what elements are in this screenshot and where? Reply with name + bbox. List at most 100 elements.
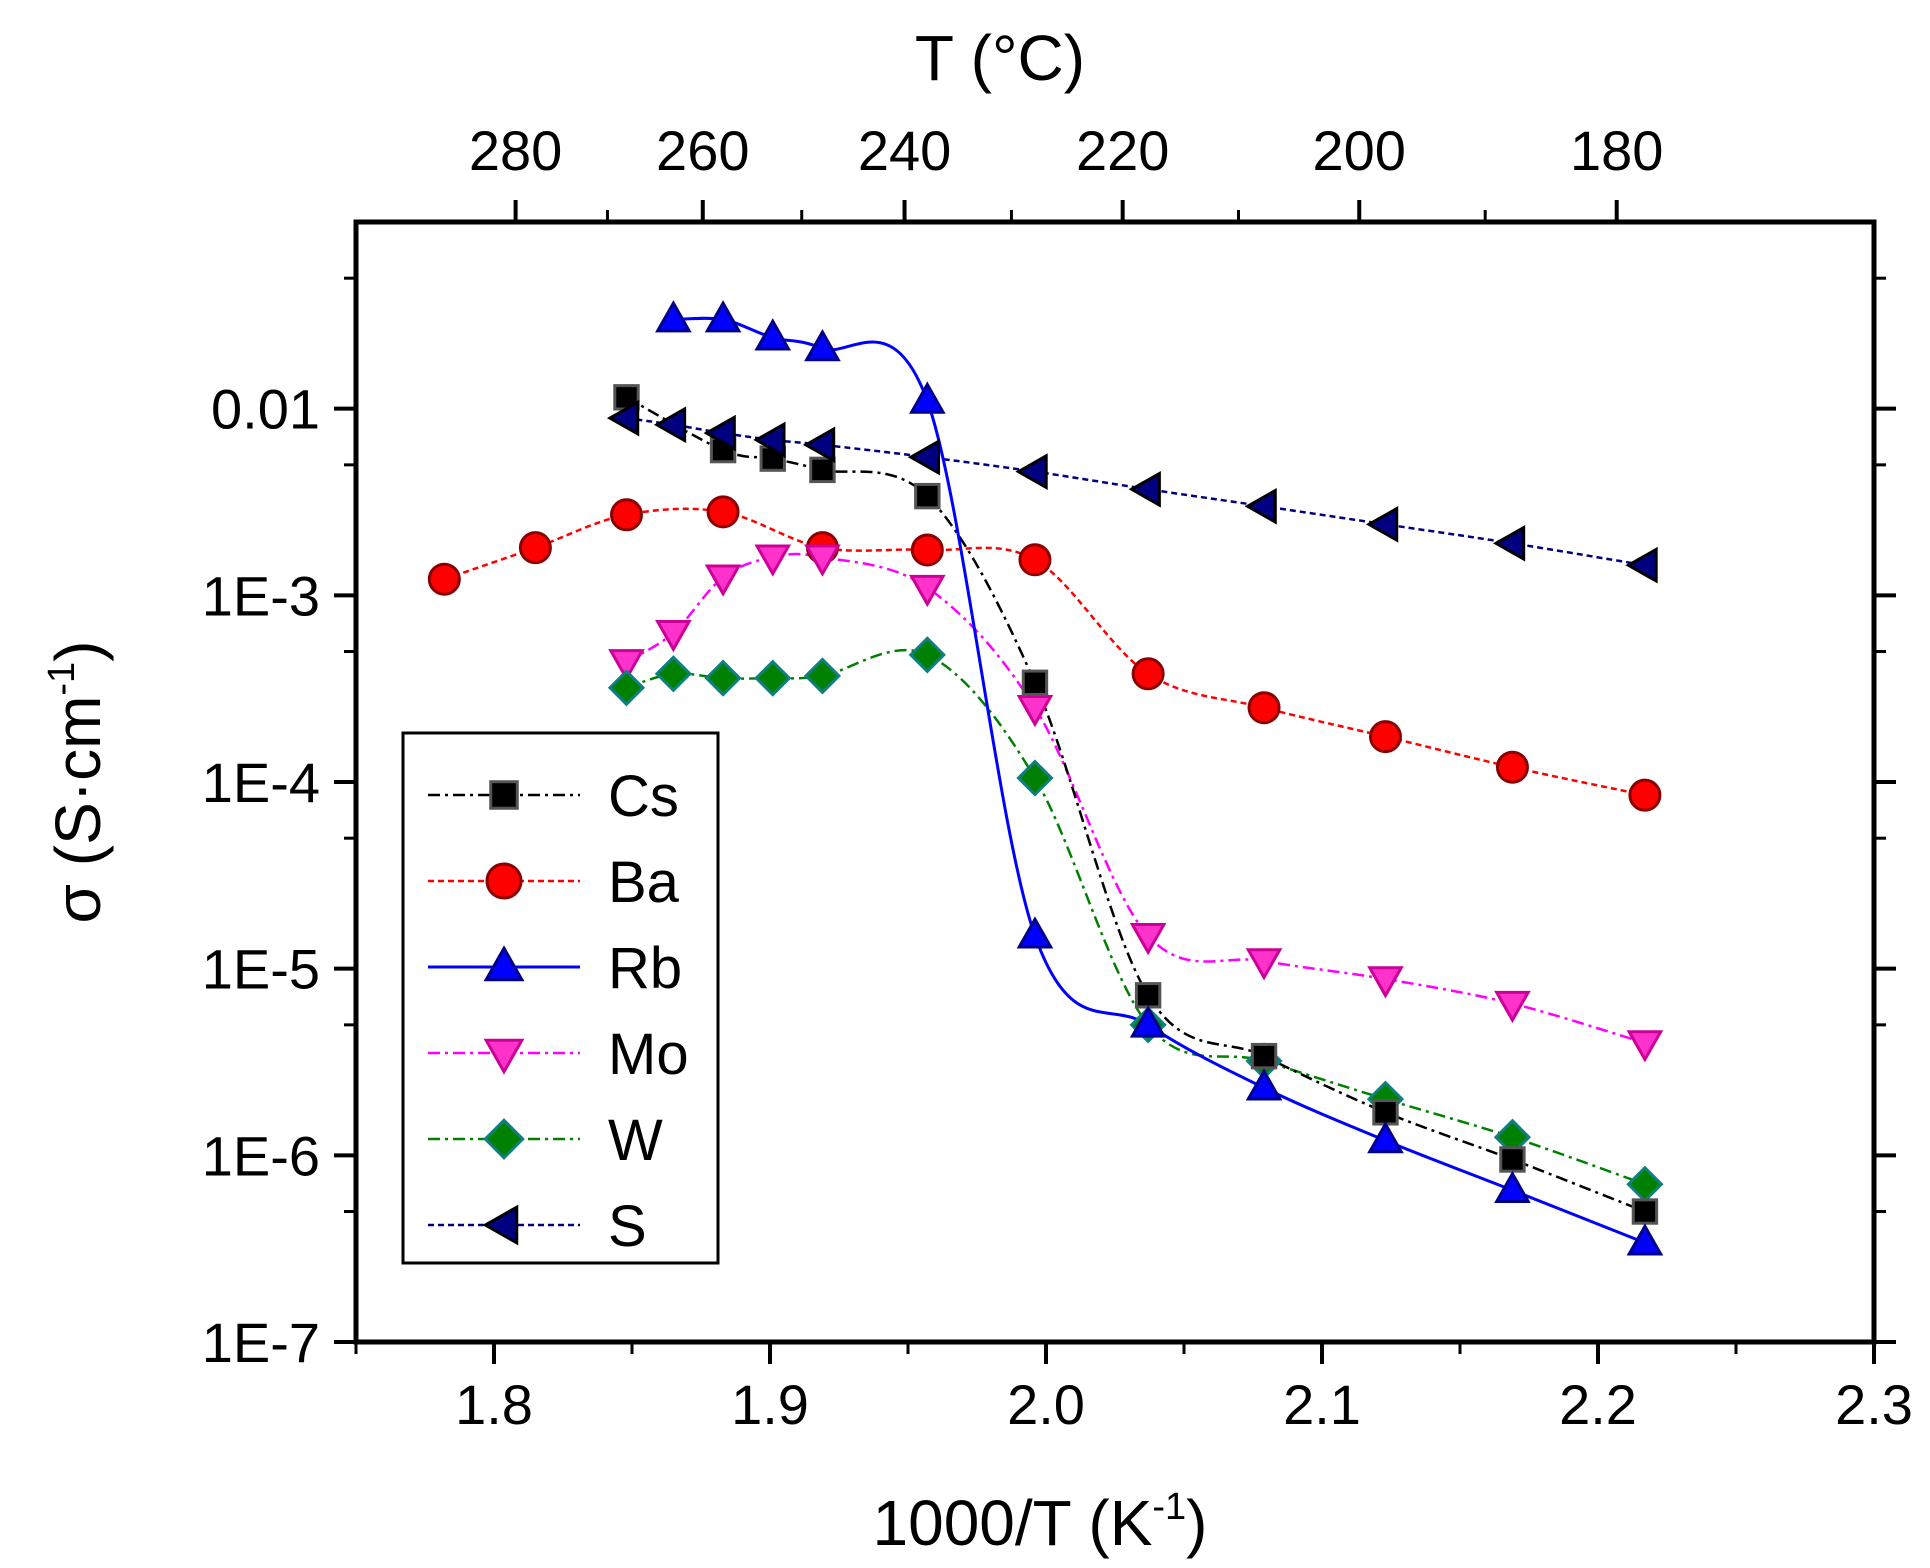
top-axis-title-text: T (°C)	[915, 22, 1085, 94]
x-tick-label: 2.2	[1559, 1373, 1637, 1436]
data-point-ba	[1368, 720, 1402, 754]
y-axis-title-sup: -1	[41, 662, 83, 696]
legend-label: Cs	[608, 764, 679, 829]
data-point-s	[653, 406, 687, 444]
data-point-rb	[1245, 1068, 1283, 1101]
data-point-cs	[1134, 982, 1162, 1009]
data-point-s	[802, 426, 836, 464]
legend-label: Rb	[608, 936, 682, 1001]
legend: Cs Ba Rb Mo WS	[401, 731, 720, 1265]
data-point-w	[908, 636, 946, 674]
data-point-cs	[809, 456, 836, 484]
data-point-w	[1016, 759, 1054, 797]
y-axis-title: σ (S·cm-1)	[41, 640, 114, 923]
legend-label: S	[608, 1194, 647, 1259]
data-point-mo	[1016, 694, 1054, 728]
top-axis-title: T (°C)	[915, 22, 1085, 94]
series-markers	[427, 300, 1664, 1256]
x-axis-title-end: )	[1186, 1487, 1207, 1559]
x-tick-label: 1.8	[455, 1373, 533, 1436]
y-tick-label: 1E-7	[202, 1311, 320, 1374]
top-tick-label: 280	[469, 119, 562, 182]
x-axis-title-main: 1000/T (K	[873, 1487, 1153, 1559]
data-point-rb	[1626, 1223, 1664, 1256]
legend-item-w: W	[428, 1108, 663, 1173]
data-point-cs	[1372, 1099, 1399, 1126]
x-axis-title-sup: -1	[1152, 1486, 1186, 1528]
data-point-s	[1015, 453, 1048, 490]
data-point-ba	[910, 533, 944, 567]
legend-label: Ba	[608, 850, 680, 915]
data-point-s	[1492, 524, 1526, 562]
data-point-s	[753, 421, 786, 459]
data-point-w	[607, 669, 646, 707]
y-axis-title-main: σ (S·cm	[42, 696, 114, 924]
data-point-s	[1128, 470, 1161, 508]
top-tick-label: 180	[1570, 119, 1663, 182]
data-point-ba	[518, 531, 552, 565]
legend-marker	[489, 780, 519, 810]
legend-marker	[483, 1038, 525, 1075]
y-tick-label: 1E-5	[202, 938, 320, 1001]
data-point-rb	[908, 381, 946, 414]
data-point-s	[606, 399, 640, 437]
data-point-cs	[914, 482, 941, 510]
data-point-rb	[1494, 1170, 1531, 1204]
legend-marker	[483, 945, 525, 982]
legend-label: W	[608, 1108, 663, 1173]
x-tick-label: 2.1	[1283, 1373, 1361, 1436]
data-point-cs	[1250, 1042, 1278, 1070]
legend-marker	[483, 1118, 525, 1160]
data-point-rb	[804, 328, 841, 362]
x-tick-label: 2.0	[1007, 1373, 1085, 1436]
legend-item-cs: Cs	[428, 764, 679, 829]
x-axis-title: 1000/T (K-1)	[873, 1486, 1208, 1559]
y-tick-label: 1E-3	[202, 564, 320, 627]
data-point-w	[803, 657, 842, 695]
data-point-ba	[1247, 691, 1281, 725]
data-point-mo	[1494, 990, 1531, 1024]
data-point-ba	[609, 498, 643, 532]
data-point-s	[907, 438, 941, 476]
data-point-w	[754, 659, 792, 697]
data-point-cs	[1021, 669, 1049, 696]
data-point-s	[1244, 487, 1277, 525]
data-point-ba	[706, 495, 740, 529]
data-point-mo	[1626, 1030, 1664, 1063]
data-point-w	[654, 655, 693, 693]
x-tick-label: 2.3	[1835, 1373, 1913, 1436]
top-tick-label: 200	[1313, 119, 1406, 182]
data-point-rb	[754, 318, 792, 351]
legend-label: Mo	[608, 1022, 689, 1087]
data-point-mo	[1245, 948, 1283, 981]
data-point-ba	[1131, 657, 1165, 691]
legend-item-s: S	[428, 1194, 647, 1259]
y-tick-label: 0.01	[211, 378, 320, 441]
data-point-rb	[1367, 1121, 1404, 1154]
legend-item-rb: Rb	[428, 936, 682, 1001]
data-point-w	[704, 659, 742, 697]
data-point-mo	[804, 544, 841, 577]
data-point-s	[1625, 546, 1658, 584]
data-point-mo	[754, 544, 792, 577]
legend-box	[401, 731, 720, 1265]
data-point-cs	[1499, 1146, 1526, 1173]
y-tick-label: 1E-6	[202, 1124, 320, 1187]
data-point-mo	[655, 620, 692, 653]
data-point-rb	[704, 300, 742, 333]
data-point-mo	[908, 574, 946, 608]
data-point-rb	[1016, 916, 1054, 949]
data-point-mo	[1129, 923, 1167, 956]
data-point-ba	[427, 562, 461, 596]
data-point-ba	[1018, 543, 1052, 577]
data-point-rb	[655, 300, 692, 333]
y-tick-label: 1E-4	[202, 751, 320, 814]
legend-marker	[482, 1204, 519, 1246]
y-axis-title-end: )	[42, 640, 114, 661]
legend-item-mo: Mo	[428, 1022, 689, 1087]
legend-marker	[485, 862, 523, 900]
data-point-s	[1365, 506, 1399, 543]
x-tick-label: 1.9	[731, 1373, 809, 1436]
data-point-s	[703, 414, 736, 452]
series-line-w	[626, 648, 1646, 1186]
